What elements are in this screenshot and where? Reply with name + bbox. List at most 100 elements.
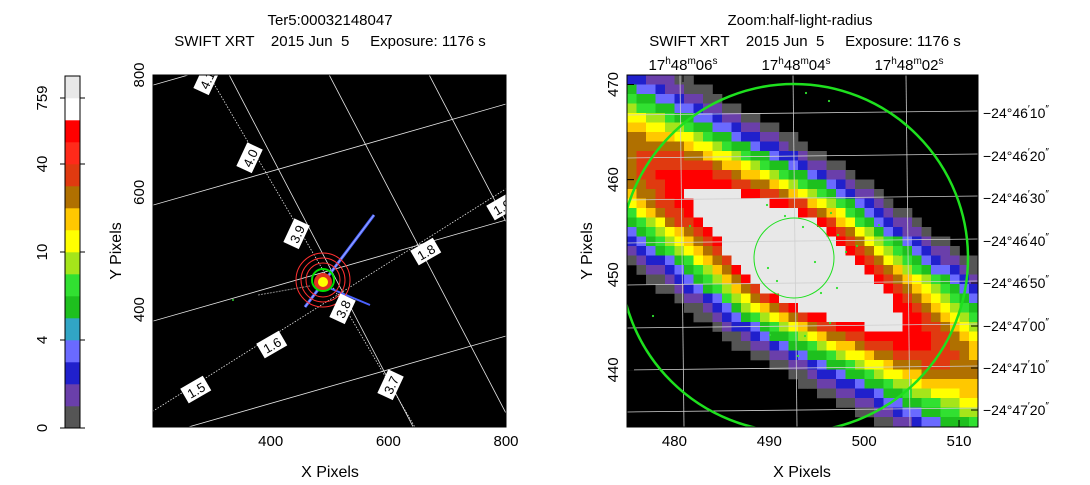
heatmap-cell xyxy=(940,360,951,370)
heatmap-cell xyxy=(703,198,713,209)
heatmap-cell xyxy=(674,84,685,95)
heatmap-cell xyxy=(693,113,704,123)
heatmap-cell xyxy=(931,388,941,399)
heatmap-cell xyxy=(855,198,865,209)
heatmap-cell xyxy=(684,265,694,275)
heatmap-cell xyxy=(741,255,751,266)
heatmap-cell xyxy=(874,350,884,361)
heatmap-cell xyxy=(817,160,827,171)
heatmap-cell xyxy=(874,407,884,418)
heatmap-cell xyxy=(817,170,827,180)
heatmap-cell xyxy=(883,426,894,427)
heatmap-cell xyxy=(940,255,951,266)
heatmap-cell xyxy=(893,293,903,304)
heatmap-cell xyxy=(826,322,837,332)
heatmap-cell xyxy=(826,360,837,370)
heatmap-cell xyxy=(636,255,647,266)
heatmap-cell xyxy=(741,284,751,294)
heatmap-cell xyxy=(722,217,732,228)
heatmap-cell xyxy=(779,255,789,266)
heatmap-cell xyxy=(836,179,846,190)
heatmap-cell xyxy=(655,208,666,218)
heatmap-cell xyxy=(693,246,704,256)
heatmap-cell xyxy=(883,274,894,285)
heatmap-cell xyxy=(712,303,723,313)
heatmap-cell xyxy=(893,369,903,380)
heatmap-cell xyxy=(940,265,951,275)
heatmap-cell xyxy=(836,227,846,237)
heatmap-cell xyxy=(969,255,978,266)
dec-tick-label: −24°47′00″ xyxy=(983,317,1049,334)
heatmap-cell xyxy=(731,312,742,323)
heatmap-cell xyxy=(864,217,875,228)
heatmap-cell xyxy=(655,284,666,294)
heatmap-cell xyxy=(750,189,761,199)
heatmap-cell xyxy=(893,398,903,408)
heatmap-cell xyxy=(855,379,865,389)
heatmap-cell xyxy=(969,417,978,427)
heatmap-cell xyxy=(760,151,770,161)
heatmap-cell xyxy=(807,350,818,361)
heatmap-cell xyxy=(836,350,846,361)
heatmap-cell xyxy=(883,417,894,427)
heatmap-cell xyxy=(798,274,808,285)
heatmap-cell xyxy=(826,265,837,275)
heatmap-cell xyxy=(636,113,647,123)
heatmap-cell xyxy=(760,293,770,304)
heatmap-cell xyxy=(950,388,960,399)
heatmap-cell xyxy=(684,284,694,294)
heatmap-cell xyxy=(779,331,789,342)
left-image-content: 4.14.03.93.83.71.91.81.61.5 xyxy=(153,75,506,427)
heatmap-cell xyxy=(940,369,951,380)
heatmap-cell xyxy=(741,217,751,228)
heatmap-cell xyxy=(798,208,808,218)
heatmap-cell xyxy=(636,94,647,104)
heatmap-cell xyxy=(750,227,761,237)
heatmap-cell xyxy=(940,350,951,361)
heatmap-cell xyxy=(826,284,837,294)
source-regions xyxy=(295,252,351,308)
heatmap-cell xyxy=(826,369,837,380)
heatmap-cell xyxy=(864,331,875,342)
dec-tick-label: −24°47′10″ xyxy=(983,359,1049,376)
heatmap-cell xyxy=(931,407,941,418)
heatmap-cell xyxy=(979,351,989,361)
right-y-axis-label: Y Pixels xyxy=(579,222,596,280)
heatmap-cell xyxy=(817,236,827,247)
heatmap-cell xyxy=(741,132,751,142)
right-x-axis-label: X Pixels xyxy=(773,464,831,481)
left-x-axis-label: X Pixels xyxy=(301,464,359,481)
heatmap-cell xyxy=(940,388,951,399)
heatmap-cell xyxy=(883,227,894,237)
heatmap-cell xyxy=(931,246,941,256)
heatmap-cell xyxy=(883,293,894,304)
heatmap-cell xyxy=(921,255,932,266)
heatmap-cell xyxy=(636,236,647,247)
heatmap-cell xyxy=(693,274,704,285)
heatmap-cell xyxy=(959,303,970,313)
heatmap-cell xyxy=(855,341,865,351)
heatmap-cell xyxy=(807,160,818,171)
heatmap-cell xyxy=(807,303,818,313)
heatmap-cell xyxy=(788,217,799,228)
heatmap-cell xyxy=(798,217,808,228)
heatmap-cell xyxy=(807,331,818,342)
heatmap-cell xyxy=(931,341,941,351)
heatmap-cell xyxy=(893,388,903,399)
heatmap-cell xyxy=(902,236,913,247)
heatmap-cell xyxy=(750,293,761,304)
heatmap-cell xyxy=(788,274,799,285)
heatmap-cell xyxy=(864,341,875,351)
heatmap-cell xyxy=(902,293,913,304)
heatmap-cell xyxy=(969,303,978,313)
heatmap-cell xyxy=(950,246,960,256)
heatmap-cell xyxy=(836,303,846,313)
heatmap-cell xyxy=(722,113,732,123)
heatmap-cell xyxy=(855,284,865,294)
heatmap-cell xyxy=(836,341,846,351)
heatmap-cell xyxy=(817,208,827,218)
dec-tick-label: −24°46′50″ xyxy=(983,274,1049,291)
heatmap-cell xyxy=(674,227,685,237)
heatmap-cell xyxy=(627,170,637,180)
heatmap-cell xyxy=(627,246,637,256)
